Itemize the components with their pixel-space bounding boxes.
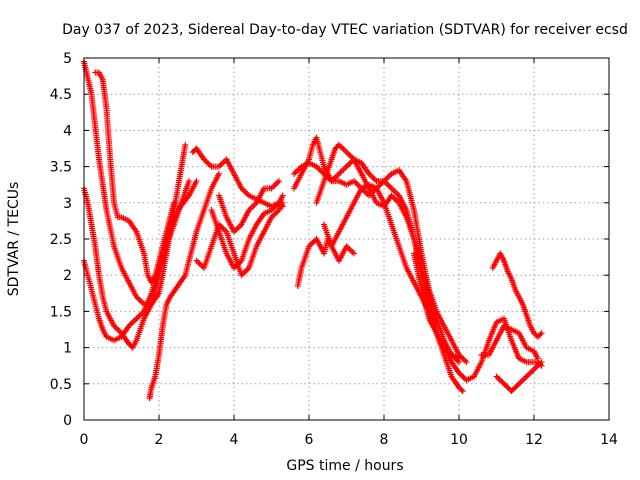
y-tick-label: 3	[63, 196, 72, 212]
axis-ticks: 0 2 4 6 8 10 12 14 0 0.5 1 1.5 2 2.5 3 3.5 4 4.5 5	[50, 51, 618, 448]
x-tick-label: 12	[525, 432, 543, 448]
y-tick-label: 2	[63, 268, 72, 284]
data-point	[456, 355, 462, 362]
data-point	[538, 330, 545, 337]
y-tick-label: 0.5	[50, 377, 72, 393]
data-point	[182, 141, 189, 148]
x-tick-label: 10	[450, 432, 468, 448]
data-point	[216, 170, 222, 177]
data-point	[193, 178, 200, 185]
y-tick-label: 1	[63, 341, 72, 357]
data-point	[537, 331, 544, 338]
data-point	[459, 388, 466, 395]
series-track-12	[313, 141, 470, 366]
series-track-18	[493, 359, 545, 395]
series-track-8	[216, 178, 282, 235]
x-tick-label: 4	[230, 432, 239, 448]
y-tick-label: 1.5	[50, 304, 72, 320]
data-point	[276, 178, 282, 185]
data-point	[534, 355, 541, 362]
x-tick-label: 0	[80, 432, 89, 448]
series-track-16	[478, 322, 541, 362]
series-track-13	[294, 236, 357, 290]
data-point	[538, 359, 545, 366]
series-track-5	[146, 170, 222, 402]
y-tick-label: 3.5	[50, 160, 72, 176]
data-point	[171, 199, 177, 206]
series-track-6	[189, 145, 286, 210]
series-track-4	[81, 178, 192, 344]
y-tick-label: 0	[63, 413, 72, 429]
x-tick-label: 6	[305, 432, 314, 448]
y-tick-label: 4	[63, 123, 72, 139]
data-point	[458, 386, 465, 393]
x-axis-label: GPS time / hours	[286, 458, 403, 474]
data-point	[279, 203, 286, 210]
series-track-7	[193, 199, 286, 279]
y-axis-label: SDTVAR / TECUs	[6, 182, 22, 297]
plot-frame	[83, 57, 610, 421]
series-track-15	[411, 250, 545, 384]
data-point	[186, 178, 192, 185]
y-tick-label: 5	[63, 51, 72, 67]
data-point	[351, 250, 357, 257]
x-tick-label: 14	[600, 432, 618, 448]
data-point	[514, 382, 521, 389]
x-tick-label: 8	[380, 432, 389, 448]
series-track-17	[489, 250, 545, 340]
y-tick-label: 4.5	[50, 87, 72, 103]
data-point	[279, 192, 286, 199]
chart-title: Day 037 of 2023, Sidereal Day-to-day VTE…	[62, 22, 628, 38]
x-tick-label: 2	[155, 432, 164, 448]
data-point	[463, 359, 470, 366]
series-track-9	[208, 199, 286, 271]
series-track-10	[291, 134, 466, 395]
data-marks	[81, 58, 545, 402]
data-point	[278, 202, 285, 209]
y-tick-label: 2.5	[50, 232, 72, 248]
